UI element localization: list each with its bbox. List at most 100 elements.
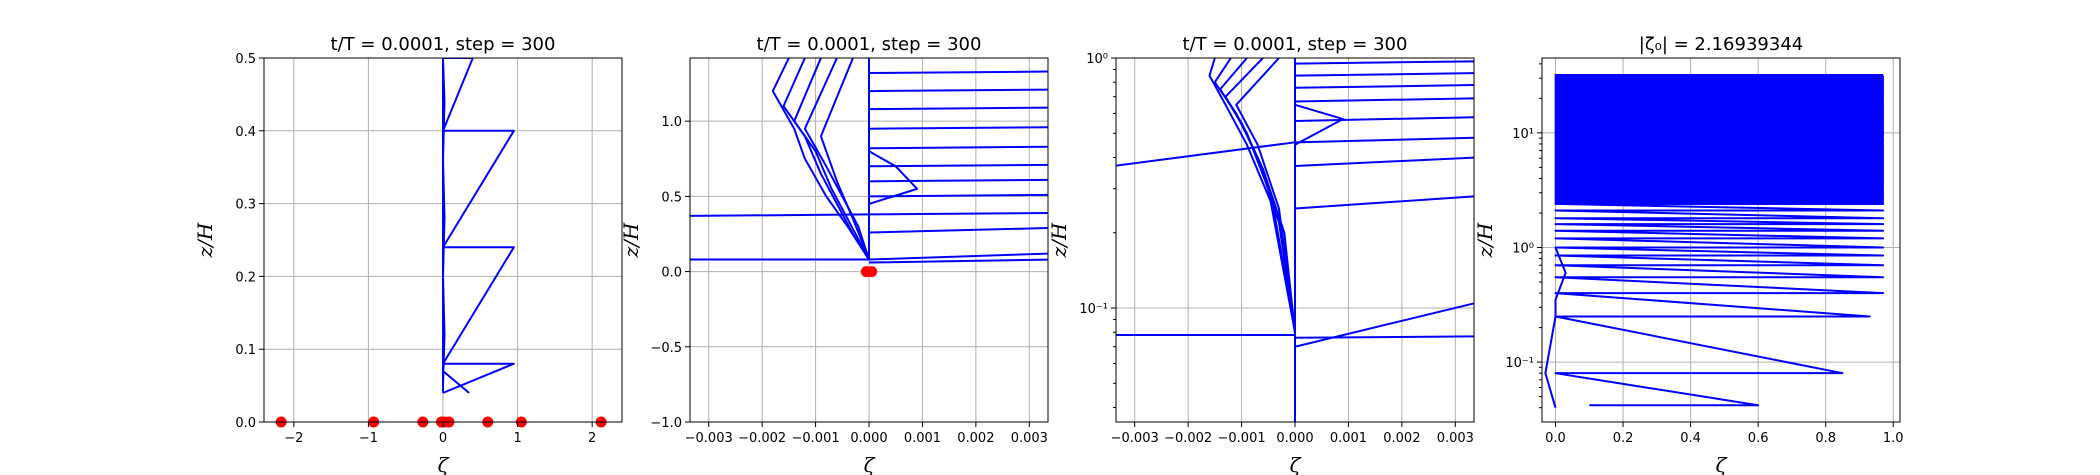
- series-line: [868, 70, 1048, 75]
- y-tick-label: 10⁰: [1086, 52, 1108, 67]
- chart-title: t/T = 0.0001, step = 300: [757, 34, 982, 55]
- plot-frame: [1541, 57, 1901, 423]
- series-line: [868, 252, 1048, 261]
- x-tick-label: 0.000: [1276, 431, 1313, 446]
- series-line: [442, 58, 446, 386]
- series-group: [442, 58, 515, 394]
- series-line: [782, 58, 870, 261]
- series-group: [690, 58, 1048, 264]
- series-line: [819, 58, 870, 260]
- series-line: [868, 106, 1048, 111]
- x-tick-label: −0.002: [1164, 431, 1212, 446]
- y-axis-label: z/H: [619, 222, 643, 258]
- x-tick-label: 0: [439, 431, 447, 446]
- series-line: [868, 258, 1048, 264]
- x-tick-label: 0.4: [1680, 431, 1701, 446]
- series-line: [868, 211, 1048, 216]
- series-line: [1294, 103, 1345, 146]
- x-tick-label: 0.002: [1383, 431, 1420, 446]
- y-tick-label: 0.0: [661, 266, 682, 281]
- x-axis-label: ζ: [1290, 453, 1302, 475]
- y-tick-label: 0.0: [235, 416, 256, 431]
- x-tick-label: 0.6: [1748, 431, 1769, 446]
- x-tick-label: −0.003: [1111, 431, 1159, 446]
- series-line: [1224, 58, 1296, 333]
- data-point-marker: [866, 266, 878, 278]
- y-axis-label: z/H: [1473, 222, 1497, 258]
- chart-panel-3: −0.003 −0.002 −0.001 0.000 0.001 0.002 0.003 10…: [1047, 34, 1475, 475]
- series-line: [1116, 141, 1296, 167]
- x-tick-label: 1: [513, 431, 521, 446]
- y-tick-label: 10⁰: [1512, 241, 1534, 256]
- y-tick-label: 1.0: [661, 115, 682, 130]
- x-tick-label: 0.002: [957, 431, 994, 446]
- x-tick-label: 2: [588, 431, 596, 446]
- series-line: [793, 58, 870, 261]
- series-line: [1294, 60, 1474, 65]
- x-tick-label: −0.001: [792, 431, 840, 446]
- x-tick-label: −0.003: [685, 431, 733, 446]
- chart-title: t/T = 0.0001, step = 300: [1183, 34, 1408, 55]
- y-axis-label: z/H: [1047, 222, 1071, 258]
- x-axis-label: ζ: [438, 453, 450, 475]
- series-line: [1294, 335, 1474, 339]
- series-line: [1294, 72, 1474, 77]
- series-group: [1544, 73, 1885, 408]
- series-line: [1294, 156, 1474, 167]
- series-line: [803, 58, 870, 260]
- x-axis-label: ζ: [1716, 453, 1728, 475]
- series-line: [442, 370, 470, 394]
- series-line: [868, 126, 1048, 130]
- series-line: [771, 58, 870, 261]
- series-line: [868, 193, 1048, 198]
- chart-title: t/T = 0.0001, step = 300: [331, 34, 556, 55]
- x-tick-label: 0.001: [904, 431, 941, 446]
- x-tick-label: 0.8: [1815, 431, 1836, 446]
- series-line: [868, 150, 919, 205]
- series-line: [868, 145, 1048, 150]
- x-tick-label: 0.000: [850, 431, 887, 446]
- series-line: [442, 58, 515, 394]
- y-tick-label: 0.3: [235, 198, 256, 213]
- series-line: [868, 88, 1048, 93]
- series-line: [1294, 116, 1474, 122]
- y-tick-label: 10¹: [1512, 127, 1534, 142]
- chart-panel-4: 0.0 0.2 0.4 0.6 0.8 1.0 10⁻¹ 10⁰ 10¹ |ζ₀| = 2.169…: [1473, 34, 1904, 475]
- x-tick-label: 0.2: [1613, 431, 1634, 446]
- x-tick-label: −2: [284, 431, 303, 446]
- y-tick-label: 0.4: [235, 125, 256, 140]
- series-line: [1235, 58, 1296, 333]
- y-tick-label: 0.1: [235, 343, 256, 358]
- x-tick-label: 0.003: [1437, 431, 1474, 446]
- y-tick-label: 0.2: [235, 270, 256, 285]
- y-tick-label: 10⁻¹: [1505, 356, 1534, 371]
- series-line: [1208, 58, 1296, 333]
- y-tick-label: 10⁻¹: [1079, 302, 1108, 317]
- y-axis-label: z/H: [193, 222, 217, 258]
- y-tick-label: 0.5: [661, 190, 682, 205]
- x-tick-label: 0.0: [1545, 431, 1566, 446]
- series-line: [1294, 195, 1474, 210]
- x-tick-label: 0.003: [1011, 431, 1048, 446]
- x-tick-label: 0.001: [1330, 431, 1367, 446]
- series-line: [690, 213, 870, 217]
- series-line-dense: [1554, 73, 1885, 205]
- series-line: [868, 163, 1048, 168]
- series-line: [1294, 136, 1474, 144]
- series-line: [1554, 202, 1885, 407]
- y-tick-label: −0.5: [650, 341, 682, 356]
- y-tick-label: 0.5: [235, 52, 256, 67]
- series-line: [1219, 58, 1296, 333]
- x-tick-label: −0.002: [738, 431, 786, 446]
- y-tick-label: −1.0: [650, 416, 682, 431]
- chart-panel-2: −0.003 −0.002 −0.001 0.000 0.001 0.002 0.003 −1…: [619, 34, 1049, 475]
- series-line: [1294, 302, 1474, 348]
- chart-panel-1: −2 −1 0 1 2 0.0 0.1 0.2 0.3 0.4 0.5 t/T = 0.0001, s…: [193, 34, 623, 475]
- series-line: [1294, 97, 1474, 103]
- x-tick-label: 1.0: [1883, 431, 1904, 446]
- x-axis-label: ζ: [864, 453, 876, 475]
- chart-title: |ζ₀| = 2.16939344: [1639, 34, 1803, 55]
- series-line: [868, 227, 1048, 234]
- series-line: [1544, 247, 1567, 408]
- x-tick-label: −0.001: [1218, 431, 1266, 446]
